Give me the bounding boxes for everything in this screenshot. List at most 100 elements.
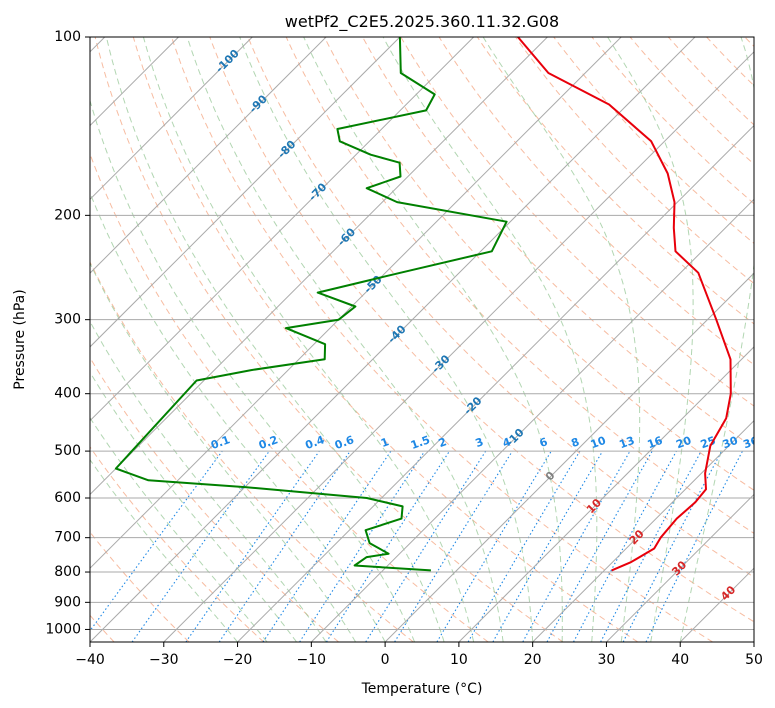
skewed-isotherm-line [90,37,696,642]
skewed-isotherm-line [237,124,754,642]
moist-adiabat-line [142,37,475,642]
dry-adiabat-line [209,37,754,623]
mixing-ratio-label: 16 [646,434,665,452]
x-tick-label: 50 [745,652,763,668]
x-tick-label: −40 [75,652,105,668]
moist-adiabat-line [679,37,754,642]
skewed-isotherm-line [90,37,548,496]
skewed-isotherm-line [310,198,754,642]
dry-adiabat-line [515,37,754,285]
mixing-ratio-label: 0.4 [303,433,326,452]
skewed-isotherm-line [90,37,475,422]
profile-series [114,37,732,572]
x-tick-label: 10 [450,652,468,668]
mixing-ratio-label: 6 [538,435,550,450]
moist-adiabat-line [90,458,238,642]
dry-adiabat-line [323,37,754,491]
mixing-ratio-label: 0.1 [209,433,232,452]
mixing-ratio-line [218,450,351,642]
mixing-ratio-label: 2 [437,435,449,450]
y-tick-label: 700 [54,530,81,546]
mixing-ratio-line [131,450,270,642]
mixing-ratio-line [467,450,581,642]
mixing-ratio-line [185,450,320,642]
moist-adiabat-line [607,37,694,642]
y-tick-label: 1000 [45,621,81,637]
skewed-isotherm-line [606,493,754,642]
mixing-ratio-label: 3 [474,435,486,450]
mixing-ratio-label: 4 [501,435,513,450]
y-tick-label: 800 [54,564,81,580]
moist-adiabat-line [303,37,563,642]
x-tick-label: 20 [524,652,542,668]
x-tick-label: 0 [381,652,390,668]
dry-adiabat-line [90,260,414,642]
x-tick-label: 40 [671,652,689,668]
chart-title: wetPf2_C2E5.2025.360.11.32.G08 [285,12,559,32]
skewed-isotherm-line [90,37,327,274]
mixing-ratio-label: 30 [721,434,740,452]
moist-adiabat-line [105,37,445,642]
y-tick-label: 200 [54,207,81,223]
skewed-isotherm-line [90,37,401,348]
temperature-profile-line [517,37,732,572]
dry-adiabat-line [247,37,754,578]
mixing-ratio-line [365,450,487,642]
dry-adiabat-line [629,37,754,165]
axes: −40 −30 −20 −10 0 10 20 30 40 5010020030040050060… [45,29,763,668]
mixing-ratio-label: 36 [741,434,760,452]
dry-adiabat-line [400,37,754,407]
mixing-ratio-line [436,450,552,642]
dry-adiabat-line [132,37,639,642]
moist-adiabat-line [90,416,268,642]
mixing-ratio-label: 1 [379,435,391,450]
mixing-ratio-label: 25 [699,434,718,451]
mixing-ratio-label: 8 [569,435,581,450]
x-tick-label: −30 [149,652,179,668]
moist-adiabat-line [482,37,641,642]
dry-adiabat-line [94,37,564,642]
moist-adiabat-line [90,191,386,642]
skewed-isotherm-line [90,37,253,201]
skewed-isotherm-line [458,346,754,642]
mixing-ratio-line [325,450,450,642]
y-tick-label: 900 [54,594,81,610]
mixing-ratio-label: 0.2 [257,433,280,452]
background-lines [90,37,754,642]
dry-adiabat-line [90,446,265,642]
mixing-ratio-line [394,450,513,642]
y-tick-label: 400 [54,386,81,402]
y-tick-label: 300 [54,312,81,328]
x-axis-title: Temperature (°C) [361,681,483,697]
y-tick-label: 500 [54,443,81,459]
x-tick-label: −10 [297,652,327,668]
moist-adiabat-line [186,37,504,642]
plot-frame [89,36,755,643]
skewed-isotherm-line [384,272,754,642]
mixing-ratio-label: 20 [674,434,693,452]
skewed-isotherm-line [532,419,754,642]
x-tick-label: −20 [223,652,253,668]
dry-adiabat-line [438,37,754,366]
moist-adiabat-line [239,37,534,642]
y-tick-label: 600 [54,490,81,506]
y-axis-title: Pressure (hPa) [12,289,28,389]
skewed-isotherm-line [90,37,622,569]
x-tick-label: 30 [598,652,616,668]
moist-adiabat-line [382,37,598,642]
moist-adiabat-line [90,320,327,642]
mixing-ratio-label: 13 [618,434,637,451]
moist-adiabat-line [90,371,297,642]
mixing-ratio-label: 1.5 [409,433,432,452]
mixing-ratio-label: 10 [589,434,608,452]
mixing-ratio-line [522,450,631,642]
dewpoint-profile-line [114,37,508,572]
skewed-isotherm-line [163,51,754,642]
mixing-ratio-line [573,450,677,642]
y-tick-label: 100 [54,29,81,45]
mixing-ratio-line [492,450,604,642]
mixing-ratio-label: 0.6 [333,433,356,452]
